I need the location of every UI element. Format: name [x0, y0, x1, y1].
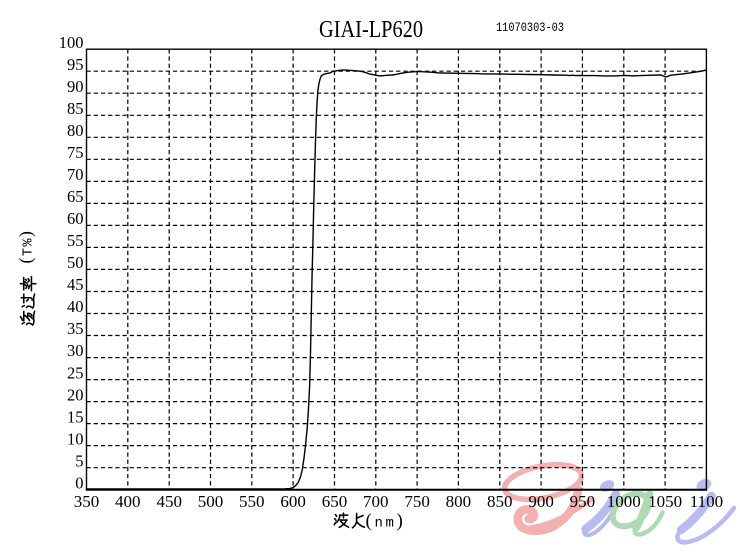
svg-text:400: 400: [115, 492, 141, 511]
svg-text:35: 35: [67, 319, 84, 338]
svg-text:850: 850: [487, 492, 513, 511]
svg-text:650: 650: [322, 492, 348, 511]
svg-text:80: 80: [67, 121, 84, 140]
svg-text:1050: 1050: [648, 492, 682, 511]
svg-text:750: 750: [404, 492, 430, 511]
svg-text:600: 600: [280, 492, 306, 511]
svg-text:5: 5: [75, 451, 83, 470]
svg-text:15: 15: [67, 407, 84, 426]
svg-text:950: 950: [570, 492, 596, 511]
svg-text:45: 45: [67, 275, 84, 294]
svg-text:11070303-03: 11070303-03: [496, 20, 564, 35]
svg-text:75: 75: [67, 143, 84, 162]
svg-text:10: 10: [67, 429, 84, 448]
svg-text:800: 800: [446, 492, 472, 511]
svg-text:1100: 1100: [690, 492, 723, 511]
svg-text:350: 350: [74, 492, 100, 511]
svg-text:700: 700: [363, 492, 389, 511]
svg-text:25: 25: [67, 363, 84, 382]
svg-text:900: 900: [528, 492, 554, 511]
svg-text:85: 85: [67, 99, 84, 118]
svg-text:60: 60: [67, 209, 84, 228]
svg-text:100: 100: [59, 33, 84, 52]
svg-text:50: 50: [67, 253, 84, 272]
svg-text:55: 55: [67, 231, 84, 250]
svg-text:(nm): (nm): [366, 511, 406, 532]
svg-text:550: 550: [239, 492, 265, 511]
svg-text:90: 90: [67, 77, 84, 96]
svg-text:65: 65: [67, 187, 84, 206]
svg-text:30: 30: [67, 341, 84, 360]
svg-text:450: 450: [156, 492, 182, 511]
svg-text:1000: 1000: [607, 492, 641, 511]
svg-text:40: 40: [67, 297, 84, 316]
svg-text:(T%): (T%): [16, 230, 37, 264]
svg-text:0: 0: [75, 473, 83, 492]
svg-text:GIAI-LP620: GIAI-LP620: [319, 17, 423, 43]
svg-text:70: 70: [67, 165, 84, 184]
svg-text:95: 95: [67, 55, 84, 74]
svg-text:20: 20: [67, 385, 84, 404]
svg-text:500: 500: [198, 492, 224, 511]
